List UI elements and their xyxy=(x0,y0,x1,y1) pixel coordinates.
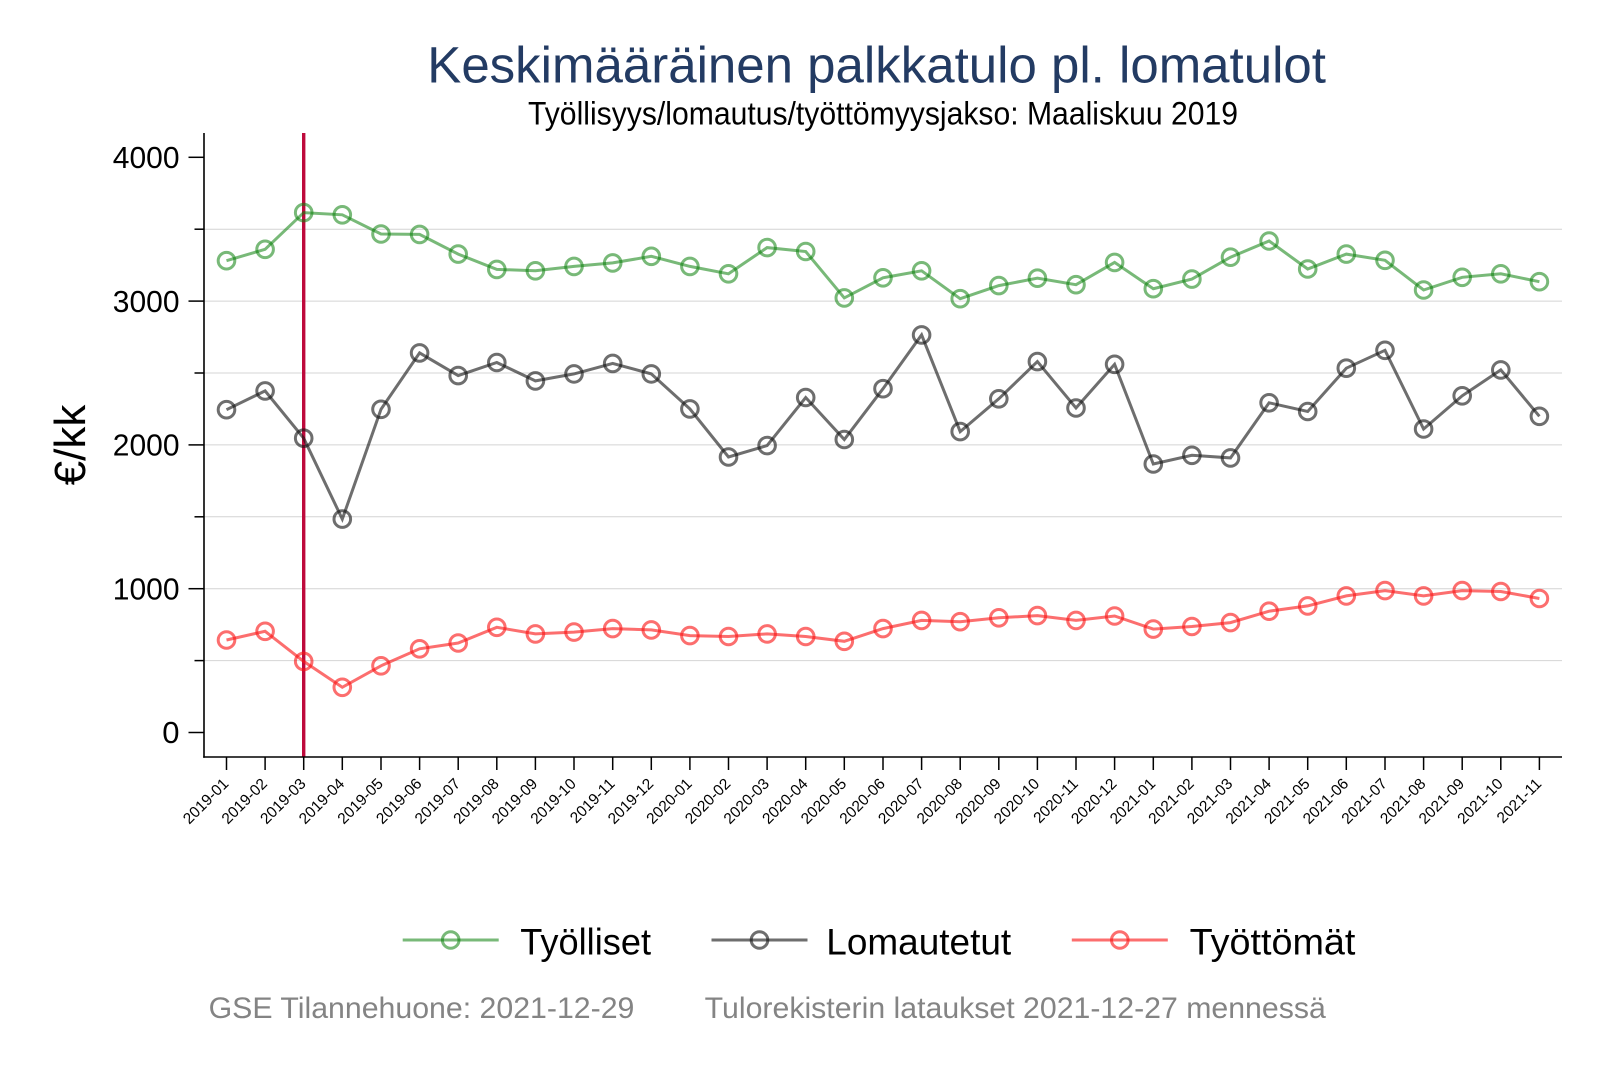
svg-text:4000: 4000 xyxy=(113,140,180,175)
svg-text:Keskimääräinen palkkatulo pl.: Keskimääräinen palkkatulo pl. lomatulot xyxy=(427,36,1326,93)
svg-text:Työttömät: Työttömät xyxy=(1190,920,1356,962)
svg-text:2000: 2000 xyxy=(113,428,180,463)
svg-text:3000: 3000 xyxy=(113,284,180,319)
svg-text:0: 0 xyxy=(162,715,179,750)
svg-text:1000: 1000 xyxy=(113,571,180,606)
svg-text:GSE Tilannehuone: 2021-12-29: GSE Tilannehuone: 2021-12-29 xyxy=(209,992,635,1025)
svg-text:Työlliset: Työlliset xyxy=(520,920,651,962)
svg-text:€/kk: €/kk xyxy=(46,404,95,486)
svg-text:Työllisyys/lomautus/työttömyys: Työllisyys/lomautus/työttömyysjakso: Maa… xyxy=(528,96,1238,132)
svg-text:Lomautetut: Lomautetut xyxy=(826,920,1011,962)
svg-text:Tulorekisterin lataukset 2021-: Tulorekisterin lataukset 2021-12-27 menn… xyxy=(705,992,1326,1025)
